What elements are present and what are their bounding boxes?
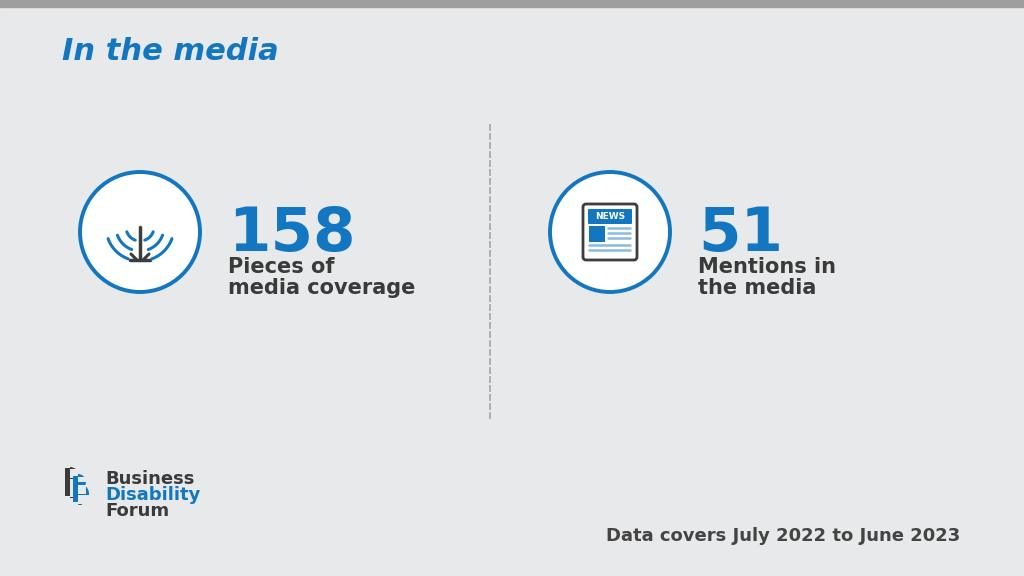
Text: In the media: In the media (62, 37, 279, 66)
Text: the media: the media (698, 278, 816, 298)
Bar (78, 477, 86, 482)
Text: NEWS: NEWS (595, 212, 625, 221)
Text: 158: 158 (228, 205, 355, 264)
Bar (78, 485, 86, 494)
Wedge shape (70, 467, 79, 485)
Bar (70, 468, 74, 484)
Wedge shape (78, 474, 86, 490)
Text: Data covers July 2022 to June 2023: Data covers July 2022 to June 2023 (606, 527, 961, 545)
Text: Forum: Forum (105, 502, 169, 520)
Text: Business: Business (105, 470, 195, 488)
Bar (65, 468, 70, 496)
Bar (70, 487, 80, 497)
Bar (0, 0, 1024, 7)
Bar (70, 469, 80, 478)
Text: 51: 51 (698, 205, 783, 264)
FancyBboxPatch shape (588, 209, 632, 224)
FancyBboxPatch shape (583, 204, 637, 260)
Text: Pieces of: Pieces of (228, 257, 335, 277)
Bar (70, 479, 76, 487)
Bar (70, 478, 74, 498)
Circle shape (80, 172, 200, 292)
Bar (589, 226, 605, 242)
Bar (78, 495, 89, 504)
Text: Disability: Disability (105, 486, 201, 504)
Bar (70, 469, 76, 476)
Bar (78, 476, 82, 488)
Bar (73, 476, 78, 502)
Circle shape (550, 172, 670, 292)
Text: Mentions in: Mentions in (698, 257, 836, 277)
Wedge shape (70, 478, 80, 498)
Bar (78, 483, 82, 505)
Text: media coverage: media coverage (228, 278, 416, 298)
Wedge shape (78, 483, 89, 505)
